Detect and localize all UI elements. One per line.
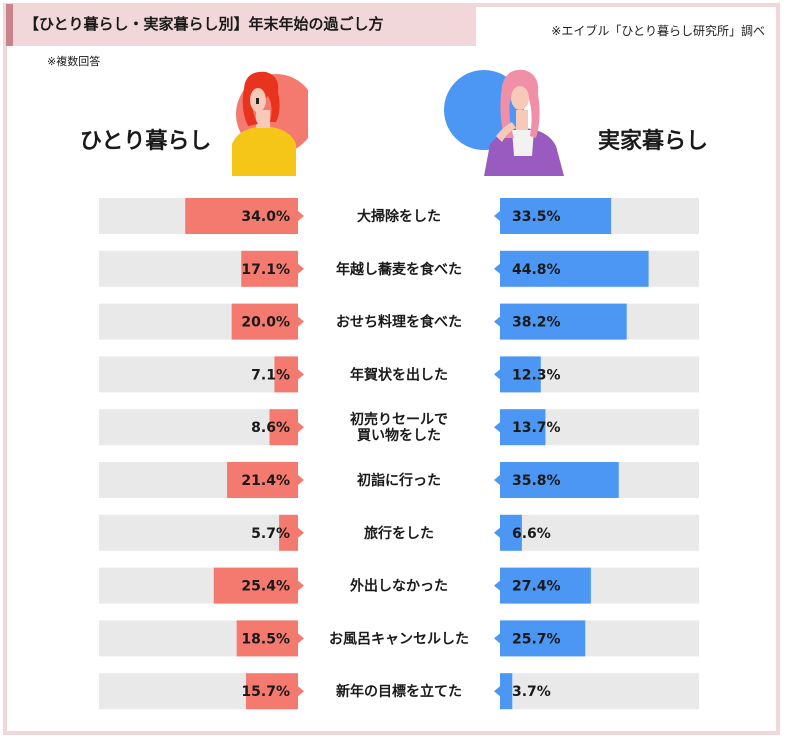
left-value-label: 17.1%	[241, 262, 290, 278]
right-bar-pointer	[494, 422, 500, 433]
left-track	[99, 514, 298, 551]
right-value-label: 25.7%	[512, 631, 561, 647]
woman-red-hair-icon	[232, 71, 308, 176]
left-bar	[227, 462, 298, 498]
chart-title: 【ひとり暮らし・実家暮らし別】年末年始の過ごし方	[24, 15, 384, 33]
left-bar	[241, 250, 298, 287]
left-value-label: 34.0%	[241, 209, 290, 225]
left-value-label: 8.6%	[251, 420, 290, 436]
right-value-label: 13.7%	[512, 420, 561, 436]
left-value-label: 25.4%	[241, 579, 290, 595]
category-label: 年賀状を出した	[350, 366, 448, 383]
left-bar	[185, 198, 298, 234]
right-track	[500, 673, 699, 710]
right-track	[500, 514, 699, 551]
left-value-label: 20.0%	[241, 315, 290, 331]
title-accent	[6, 4, 13, 46]
category-label: 大掃除をした	[357, 208, 441, 225]
right-bar-pointer	[494, 633, 500, 644]
right-bar-pointer	[494, 527, 500, 538]
category-label: 外出しなかった	[350, 578, 448, 595]
left-bar-pointer	[298, 633, 304, 644]
left-track	[99, 409, 298, 446]
multiple-answer-note: ※複数回答	[47, 55, 101, 68]
right-bar-pointer	[494, 369, 500, 380]
right-bar	[500, 303, 627, 340]
category-label: お風呂キャンセルした	[329, 631, 469, 647]
left-bar-pointer	[298, 211, 304, 221]
left-value-label: 21.4%	[241, 473, 290, 489]
right-bar-pointer	[494, 580, 500, 591]
left-bar	[269, 409, 298, 446]
left-track	[99, 356, 298, 393]
left-bar	[245, 673, 298, 710]
right-bar	[500, 514, 522, 551]
category-label: 新年の目標を立てた	[336, 683, 462, 700]
left-value-label: 5.7%	[251, 526, 290, 542]
right-bar-pointer	[494, 316, 500, 327]
right-value-label: 38.2%	[512, 315, 561, 331]
left-bar	[236, 620, 298, 657]
right-bar	[500, 620, 586, 657]
left-bar-pointer	[298, 422, 304, 433]
left-bar-pointer	[298, 369, 304, 380]
right-value-label: 33.5%	[512, 209, 561, 225]
woman-pink-hair-icon	[444, 69, 564, 176]
left-bar	[274, 356, 298, 393]
left-bar	[231, 303, 298, 340]
right-bar-pointer	[494, 211, 500, 221]
title-band	[6, 4, 476, 46]
source-note: ※エイブル「ひとり暮らし研究所」調べ	[551, 24, 765, 38]
right-value-label: 27.4%	[512, 579, 561, 595]
right-bar	[500, 462, 619, 498]
right-bar	[500, 250, 649, 287]
right-bar	[500, 198, 612, 234]
left-value-label: 15.7%	[241, 684, 290, 700]
left-value-label: 18.5%	[241, 631, 290, 647]
right-bar	[500, 356, 541, 393]
category-label: おせち料理を食べた	[336, 314, 462, 331]
right-value-label: 6.6%	[512, 526, 551, 542]
left-bar	[213, 567, 298, 604]
right-value-label: 44.8%	[512, 262, 561, 278]
legend-right-label: 実家暮らし	[598, 129, 709, 154]
left-bar-pointer	[298, 527, 304, 538]
category-label: 年越し蕎麦を食べた	[336, 261, 462, 278]
left-value-label: 7.1%	[251, 367, 290, 383]
right-value-label: 12.3%	[512, 367, 561, 383]
category-label: 初詣に行った	[357, 472, 441, 489]
right-bar-pointer	[494, 686, 500, 697]
right-bar-pointer	[494, 475, 500, 485]
legend-left-label: ひとり暮らし	[80, 129, 212, 154]
left-bar-pointer	[298, 316, 304, 327]
left-bar-pointer	[298, 263, 304, 274]
right-bar	[500, 673, 513, 710]
left-bar	[279, 514, 298, 551]
right-bar	[500, 409, 546, 446]
left-bar-pointer	[298, 475, 304, 485]
left-bar-pointer	[298, 580, 304, 591]
left-bar-pointer	[298, 686, 304, 697]
right-value-label: 3.7%	[512, 684, 551, 700]
category-label: 旅行をした	[364, 525, 434, 542]
right-bar	[500, 567, 591, 604]
category-label: 初売りセールで買い物をした	[350, 411, 448, 444]
right-value-label: 35.8%	[512, 473, 561, 489]
right-bar-pointer	[494, 263, 500, 274]
